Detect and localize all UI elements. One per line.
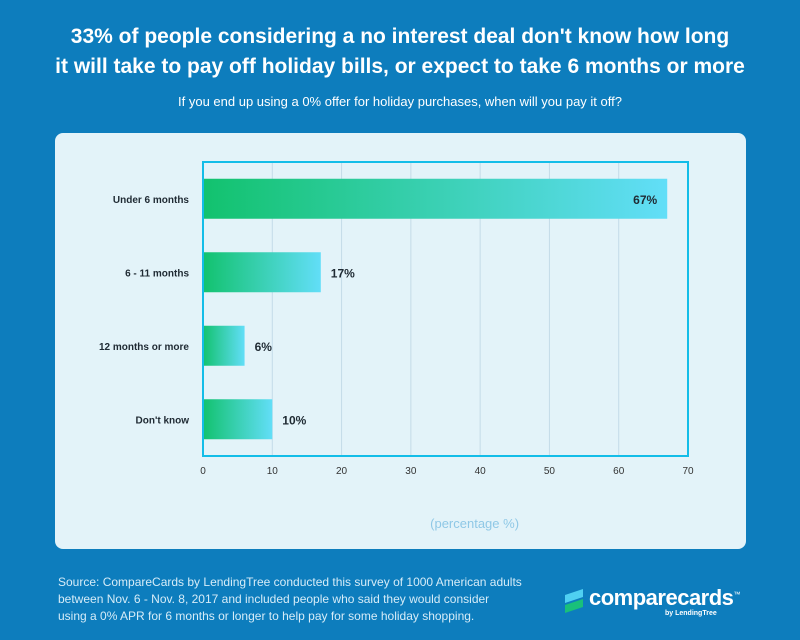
source-note: Source: CompareCards by LendingTree cond… [58, 574, 528, 625]
category-label: 12 months or more [99, 342, 189, 353]
source-line-1: Source: CompareCards by LendingTree cond… [58, 575, 522, 589]
bar [203, 399, 273, 440]
x-tick-label: 10 [267, 466, 279, 477]
logo-tagline: by LendingTree [665, 610, 717, 617]
bar [203, 325, 245, 366]
comparecards-logo: comparecards™ by LendingTree [563, 585, 753, 621]
bar [203, 178, 668, 219]
plot-frame [202, 161, 689, 457]
x-axis-label: (percentage %) [430, 516, 519, 531]
x-tick-label: 60 [613, 466, 625, 477]
chart-subtitle: If you end up using a 0% offer for holid… [178, 94, 622, 109]
category-label: 6 - 11 months [125, 268, 189, 279]
x-tick-label: 40 [475, 466, 487, 477]
bar-chart: 0 10 20 30 40 50 60 70 Under 6 months 67% 6 - 11 m… [99, 161, 694, 531]
category-label: Under 6 months [113, 195, 190, 206]
data-label: 67% [633, 193, 657, 207]
comparecards-logo-icon [565, 589, 583, 613]
bar [203, 252, 321, 293]
source-line-2: between Nov. 6 - Nov. 8, 2017 and includ… [58, 592, 490, 606]
x-tick-label: 70 [682, 466, 694, 477]
logo-tm: ™ [733, 591, 740, 599]
data-label: 17% [331, 266, 355, 280]
logo-name: comparecards [589, 585, 734, 610]
logo-wordmark: comparecards™ [589, 585, 740, 611]
chart-panel: 0 10 20 30 40 50 60 70 Under 6 months 67% 6 - 11 m… [55, 133, 746, 549]
chart-title: 33% of people considering a no interest … [0, 22, 800, 82]
chart-title-line-2: it will take to pay off holiday bills, o… [55, 55, 745, 78]
x-tick-label: 30 [405, 466, 417, 477]
data-label: 10% [282, 413, 306, 427]
x-tick-label: 50 [544, 466, 556, 477]
x-tick-label: 0 [200, 466, 206, 477]
data-label: 6% [255, 340, 273, 354]
x-tick-label: 20 [336, 466, 348, 477]
chart-title-line-1: 33% of people considering a no interest … [70, 25, 730, 48]
category-label: Don't know [136, 415, 190, 426]
source-line-3: using a 0% APR for 6 months or longer to… [58, 609, 475, 623]
